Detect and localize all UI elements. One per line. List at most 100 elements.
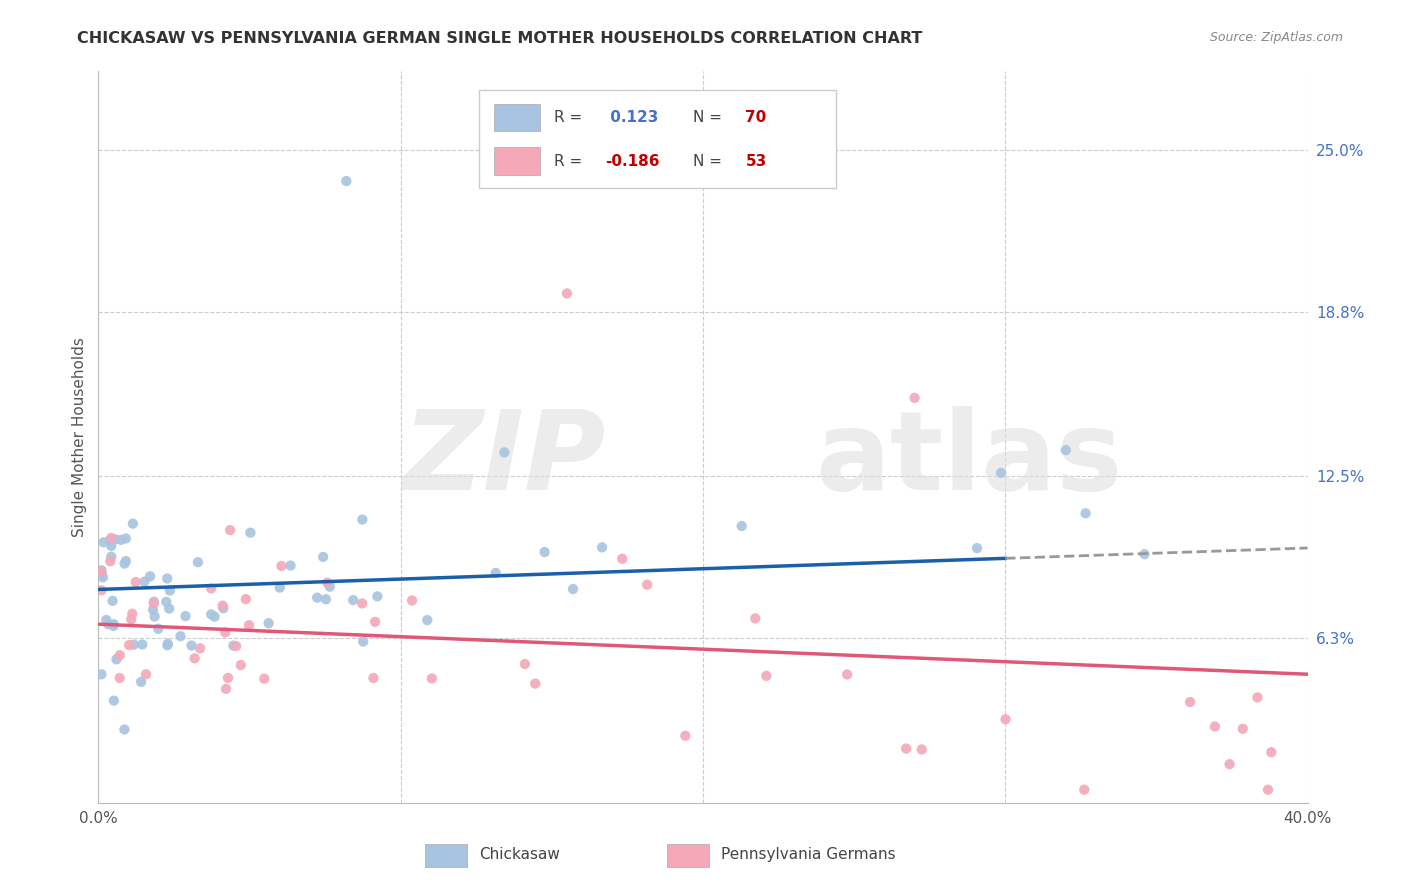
Point — [108, 671, 131, 685]
Point — [270, 559, 292, 574]
Point — [100, 531, 122, 545]
Text: N =: N = — [693, 110, 727, 125]
Point — [90, 565, 112, 579]
Point — [315, 592, 337, 607]
Point — [280, 558, 302, 573]
Point — [90, 563, 112, 577]
Point — [155, 595, 177, 609]
Point — [98, 533, 121, 548]
Text: R =: R = — [554, 153, 588, 169]
Point — [731, 519, 754, 533]
Point — [131, 638, 153, 652]
Bar — [425, 844, 467, 867]
Point — [97, 617, 120, 632]
Point — [139, 569, 162, 583]
Point — [420, 672, 443, 686]
Point — [134, 574, 156, 589]
Point — [253, 672, 276, 686]
Point — [239, 525, 262, 540]
Point — [103, 693, 125, 707]
Point — [1219, 757, 1241, 772]
Point — [1232, 722, 1254, 736]
Point — [135, 667, 157, 681]
Text: CHICKASAW VS PENNSYLVANIA GERMAN SINGLE MOTHER HOUSEHOLDS CORRELATION CHART: CHICKASAW VS PENNSYLVANIA GERMAN SINGLE … — [77, 31, 922, 46]
Point — [485, 566, 508, 580]
Point — [174, 609, 197, 624]
Point — [966, 541, 988, 556]
Point — [1260, 745, 1282, 759]
Point — [122, 516, 145, 531]
Point — [100, 549, 122, 564]
Point — [110, 533, 132, 547]
Point — [101, 594, 124, 608]
Point — [904, 391, 927, 405]
Point — [269, 581, 291, 595]
Point — [316, 575, 339, 590]
Point — [157, 601, 180, 615]
Text: 0.123: 0.123 — [605, 110, 658, 125]
Point — [364, 615, 387, 629]
Point — [219, 523, 242, 537]
Point — [125, 575, 148, 590]
Point — [911, 742, 934, 756]
Point — [335, 174, 357, 188]
Point — [363, 671, 385, 685]
Point — [183, 651, 205, 665]
Point — [513, 657, 536, 671]
Point — [100, 539, 122, 553]
Point — [156, 637, 179, 651]
Point — [307, 591, 329, 605]
Point — [104, 533, 127, 547]
Point — [114, 723, 136, 737]
Point — [352, 597, 374, 611]
Point — [636, 577, 658, 591]
Point — [129, 674, 152, 689]
Point — [142, 595, 165, 609]
Point — [352, 512, 374, 526]
Text: -0.186: -0.186 — [605, 153, 659, 169]
Point — [1133, 547, 1156, 561]
Text: ZIP: ZIP — [402, 406, 606, 513]
Point — [994, 712, 1017, 726]
Point — [169, 629, 191, 643]
Point — [91, 570, 114, 584]
Point — [225, 639, 247, 653]
Point — [214, 625, 236, 640]
Point — [120, 612, 142, 626]
Point — [990, 466, 1012, 480]
Point — [366, 590, 388, 604]
Point — [103, 617, 125, 632]
Bar — [666, 844, 709, 867]
Point — [93, 535, 115, 549]
Point — [235, 592, 257, 607]
Point — [342, 593, 364, 607]
Point — [122, 638, 145, 652]
Point — [96, 613, 118, 627]
Point — [494, 445, 516, 459]
Text: 53: 53 — [745, 153, 766, 169]
Point — [204, 609, 226, 624]
Point — [555, 286, 578, 301]
Point — [121, 607, 143, 621]
Text: N =: N = — [693, 153, 727, 169]
Point — [98, 554, 121, 568]
Point — [90, 667, 112, 681]
Point — [188, 641, 211, 656]
Point — [156, 572, 179, 586]
Point — [524, 676, 547, 690]
Point — [115, 554, 138, 568]
Point — [352, 634, 374, 648]
Point — [744, 611, 766, 625]
Point — [1257, 782, 1279, 797]
Text: Chickasaw: Chickasaw — [479, 847, 560, 863]
Point — [896, 741, 918, 756]
Point — [1054, 443, 1077, 458]
Point — [156, 638, 179, 652]
Point — [229, 658, 252, 673]
Point — [416, 613, 439, 627]
Point — [142, 603, 165, 617]
Point — [105, 652, 128, 666]
Point — [91, 568, 114, 582]
Point — [257, 616, 280, 631]
Point — [180, 639, 202, 653]
